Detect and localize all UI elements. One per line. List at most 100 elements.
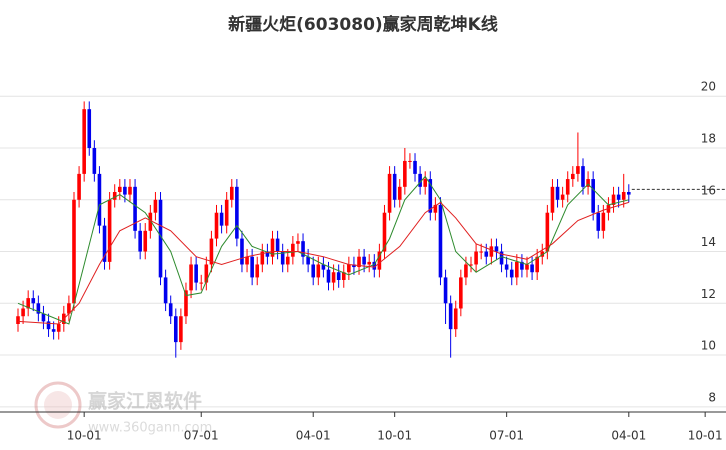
candle-body <box>112 192 117 200</box>
candle-body <box>560 194 565 200</box>
x-tick-label: 10-01 <box>67 429 102 443</box>
candle-body <box>204 264 209 283</box>
candle-body <box>123 186 127 195</box>
candle-body <box>428 179 433 213</box>
candle-body <box>285 256 290 265</box>
candle-body <box>250 256 254 278</box>
candle-body <box>596 212 601 231</box>
y-tick-label: 20 <box>701 80 716 94</box>
candle-body <box>453 308 458 330</box>
candle-body <box>611 194 616 205</box>
candle-body <box>515 261 519 278</box>
candle-body <box>392 173 397 200</box>
candle-body <box>520 261 524 270</box>
candle-body <box>280 251 285 265</box>
y-tick-label: 10 <box>701 339 716 353</box>
moving-average-line <box>17 201 629 325</box>
candle-body <box>143 230 148 252</box>
candle-body <box>77 173 81 200</box>
candle-body <box>347 264 351 273</box>
candle-body <box>235 186 239 239</box>
candle-body <box>489 246 494 257</box>
candle-body <box>438 204 443 278</box>
candle-body <box>474 251 478 265</box>
candle-body <box>51 329 56 332</box>
candle-body <box>397 186 402 200</box>
candle-body <box>616 194 621 200</box>
candle-body <box>107 199 112 262</box>
candle-body <box>576 166 580 174</box>
candle-body <box>92 148 97 174</box>
candle-body <box>621 192 626 200</box>
candle-body <box>158 199 163 278</box>
candle-body <box>530 264 534 273</box>
candle-body <box>459 277 463 309</box>
candle-body <box>189 264 193 291</box>
x-tick-label: 04-01 <box>296 429 331 443</box>
candle-body <box>245 256 249 265</box>
candle-body <box>443 277 448 304</box>
candle-body <box>87 109 92 148</box>
candle-body <box>82 109 86 174</box>
candle-body <box>362 256 366 265</box>
x-tick-label: 07-01 <box>489 429 524 443</box>
candle-body <box>214 212 219 239</box>
candle-body <box>118 186 122 192</box>
candle-body <box>504 264 509 270</box>
candle-body <box>26 298 30 309</box>
candle-body <box>199 282 204 284</box>
candle-body <box>591 179 595 213</box>
candle-body <box>341 272 346 280</box>
candle-body <box>377 251 382 270</box>
candle-body <box>464 264 468 278</box>
candle-body <box>306 256 310 265</box>
watermark-logo-inner <box>44 391 72 419</box>
candle-body <box>148 212 153 231</box>
candle-body <box>387 173 392 213</box>
candle-body <box>21 308 25 317</box>
candle-body <box>326 269 331 283</box>
y-tick-label: 18 <box>701 132 716 146</box>
candle-body <box>331 272 336 283</box>
candle-body <box>586 179 590 187</box>
x-tick-label: 10-01 <box>377 429 412 443</box>
candle-body <box>448 303 453 330</box>
candle-body <box>209 238 214 265</box>
candle-body <box>31 298 36 304</box>
y-tick-label: 8 <box>708 390 716 404</box>
candle-body <box>357 256 361 268</box>
candle-body <box>494 246 499 252</box>
candle-body <box>555 186 560 200</box>
candle-body <box>484 251 489 257</box>
moving-average-line <box>17 175 629 325</box>
candle-body <box>163 277 168 304</box>
candle-body <box>219 212 224 226</box>
x-tick-label: 07-01 <box>184 429 219 443</box>
candle-body <box>240 238 244 265</box>
candle-body <box>67 303 71 314</box>
y-tick-label: 14 <box>701 235 716 249</box>
candle-body <box>627 192 631 195</box>
candle-body <box>311 264 316 278</box>
candle-body <box>36 303 41 314</box>
candle-body <box>41 313 46 322</box>
candle-body <box>479 251 483 253</box>
candle-body <box>550 186 555 213</box>
candle-body <box>301 241 305 257</box>
candle-body <box>469 264 473 266</box>
candle-body <box>571 173 575 180</box>
candle-body <box>382 212 387 252</box>
y-tick-label: 12 <box>701 287 716 301</box>
candle-body <box>525 264 529 270</box>
candle-body <box>275 238 280 252</box>
candle-body <box>16 316 20 324</box>
candle-body <box>255 264 260 278</box>
candle-body <box>168 303 173 317</box>
candle-body <box>540 251 545 257</box>
candle-body <box>545 212 550 252</box>
candle-body <box>418 173 422 187</box>
candle-body <box>265 251 270 257</box>
candle-body <box>46 321 51 330</box>
candle-body <box>565 179 570 195</box>
